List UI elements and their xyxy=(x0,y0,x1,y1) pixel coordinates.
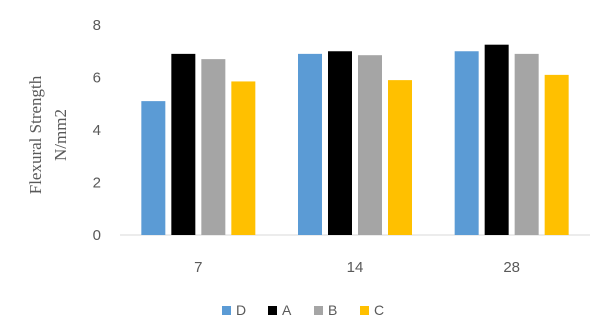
legend-label: D xyxy=(236,302,246,318)
bar-b-28 xyxy=(514,53,539,235)
bar-a-28 xyxy=(484,44,509,235)
legend-item-c: C xyxy=(360,302,384,318)
y-tick-label: 6 xyxy=(93,70,101,87)
y-axis-label: Flexural Strength N/mm2 xyxy=(26,75,70,194)
legend-label: B xyxy=(328,302,337,318)
bar-c-14 xyxy=(388,80,412,235)
bar-a-7 xyxy=(171,53,196,235)
bar-d-7 xyxy=(141,101,166,235)
bar-c-28 xyxy=(544,74,569,235)
bars xyxy=(141,44,569,235)
legend-item-b: B xyxy=(314,302,337,318)
x-tick-label: 14 xyxy=(347,259,364,276)
bar-c-7 xyxy=(231,81,256,235)
y-axis-ticks: 0 2 4 6 8 xyxy=(93,17,101,244)
legend-item-a: A xyxy=(268,302,292,318)
x-axis-ticks: 7 14 28 xyxy=(194,259,520,276)
x-tick-label: 7 xyxy=(194,259,202,276)
bar-a-14 xyxy=(328,51,352,235)
bar-b-7 xyxy=(201,59,226,235)
legend-swatch xyxy=(314,306,323,315)
y-axis-label-line2: N/mm2 xyxy=(51,109,70,161)
legend-swatch xyxy=(360,306,369,315)
y-tick-label: 0 xyxy=(93,227,101,244)
legend-label: C xyxy=(374,302,384,318)
legend-label: A xyxy=(282,302,292,318)
bar-d-14 xyxy=(298,53,322,235)
legend-swatch xyxy=(268,306,277,315)
y-axis-label-line1: Flexural Strength xyxy=(26,75,45,194)
y-tick-label: 2 xyxy=(93,175,101,192)
bar-d-28 xyxy=(454,51,479,235)
bar-b-14 xyxy=(358,55,382,235)
y-tick-label: 8 xyxy=(93,17,101,34)
legend-item-d: D xyxy=(222,302,246,318)
y-tick-label: 4 xyxy=(93,122,101,139)
legend-swatch xyxy=(222,306,231,315)
x-tick-label: 28 xyxy=(503,259,520,276)
